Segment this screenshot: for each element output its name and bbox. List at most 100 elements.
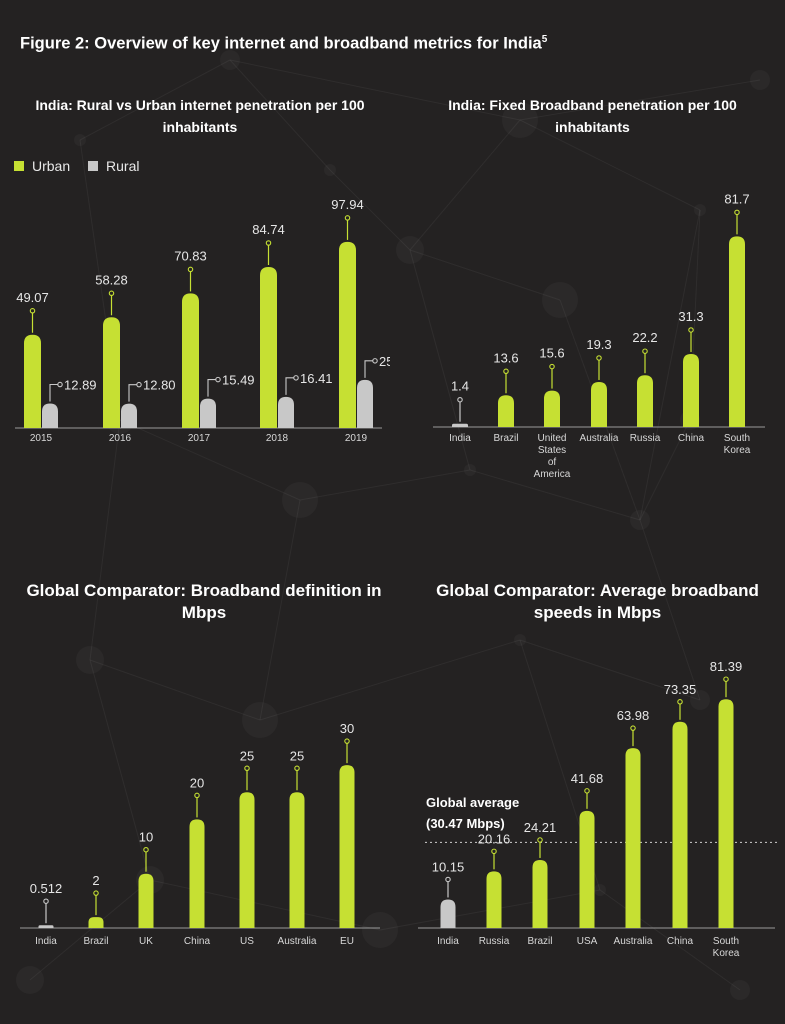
tick-label-6: South Korea (724, 433, 751, 456)
bar-rural-2019 (357, 379, 373, 428)
bar-rural-2017 (200, 398, 216, 428)
bar-australia (625, 748, 641, 928)
network-link-14 (519, 639, 701, 701)
value-label-0: 10.15 (432, 859, 465, 874)
value-label-6: 30 (340, 721, 354, 736)
value-label-rural-2019: 25.36 (379, 354, 390, 369)
value-label-0: 1.4 (451, 379, 469, 394)
network-link-4 (409, 119, 521, 251)
network-link-7 (299, 469, 471, 501)
network-link-20 (29, 879, 151, 981)
leader-rural-2017-dot (215, 376, 221, 383)
network-link-2 (519, 79, 761, 121)
network-link-16 (89, 659, 151, 881)
value-label-3: 19.3 (586, 337, 611, 352)
tick-label-1: Brazil (83, 936, 108, 947)
bar-russia (637, 375, 653, 427)
tick-label-1: Russia (479, 936, 510, 947)
tick-label-3: USA (577, 936, 598, 947)
bar-united-states-of-america (544, 390, 560, 427)
network-node-2 (396, 236, 424, 264)
network-link-8 (469, 469, 641, 521)
bar-urban-2016 (103, 317, 120, 428)
bar-india (38, 925, 54, 928)
tick-label-6: South Korea (713, 936, 740, 959)
value-label-0: 0.512 (30, 881, 63, 896)
tick-label-2015: 2015 (30, 433, 53, 444)
bar-brazil (498, 395, 514, 427)
leader-6-dot (734, 209, 740, 216)
figure-title-footnote: 5 (541, 34, 548, 45)
leader-rural-2019-dot (372, 358, 378, 364)
chart-2-title: India: Fixed Broadband penetration per 1… (448, 97, 737, 135)
network-node-10 (76, 646, 104, 674)
network-link-11 (89, 419, 121, 661)
leader-0-dot (43, 898, 49, 904)
leader-1-dot (491, 848, 497, 855)
network-link-12 (89, 659, 261, 721)
legend-swatch-urban (14, 161, 24, 172)
tick-label-5: China (667, 936, 694, 947)
value-label-rural-2018: 16.41 (300, 371, 333, 386)
leader-1-dot (93, 890, 99, 896)
global-average-title: Global average (426, 795, 520, 810)
value-label-rural-2015: 12.89 (64, 378, 97, 393)
chart-1-title: India: Rural vs Urban internet penetrati… (35, 97, 365, 135)
value-label-2: 15.6 (539, 346, 564, 361)
bar-australia (289, 792, 305, 928)
leader-2-dot (537, 837, 543, 843)
bar-china (683, 353, 699, 427)
figure-title: Figure 2: Overview of key internet and b… (20, 34, 547, 54)
tick-label-0: India (437, 936, 459, 947)
leader-rural-2018-dot (293, 375, 299, 381)
tick-label-4: US (240, 936, 254, 947)
leader-rural-2016-line (128, 384, 137, 402)
bar-russia (486, 871, 502, 928)
value-label-5: 31.3 (678, 309, 703, 324)
value-label-4: 63.98 (617, 708, 650, 723)
tick-label-5: Australia (278, 936, 317, 947)
value-label-3: 41.68 (571, 771, 604, 786)
leader-rural-2017-line (207, 379, 216, 397)
bar-india (452, 423, 468, 427)
network-link-25 (329, 169, 411, 251)
network-link-6 (119, 419, 301, 501)
network-node-7 (282, 482, 318, 518)
network-link-3 (519, 119, 701, 211)
bar-brazil (532, 859, 548, 928)
value-label-5: 73.35 (664, 682, 697, 697)
leader-urban-2015-dot (29, 308, 36, 314)
network-link-19 (599, 889, 741, 991)
bar-rural-2016 (121, 403, 137, 428)
leader-0-dot (457, 396, 463, 403)
network-link-15 (639, 519, 701, 701)
bar-urban-2019 (339, 241, 356, 428)
network-node-18 (16, 966, 44, 994)
value-label-rural-2017: 15.49 (222, 373, 255, 388)
chart-fixed-broadband: 1.4 India 13.6 Brazil 15.6 United States of Amer… (433, 191, 765, 480)
value-label-urban-2019: 97.94 (331, 197, 364, 212)
tick-label-4: Australia (614, 936, 653, 947)
chart-average-speeds: 10.15 India 20.16 Russia 24.21 Brazil 41.68 USA… (418, 659, 778, 959)
bar-south-korea (718, 699, 734, 928)
value-label-4: 25 (240, 748, 254, 763)
leader-5-dot (294, 765, 300, 772)
network-link-27 (639, 419, 691, 521)
tick-label-2: UK (139, 936, 153, 947)
value-label-urban-2018: 84.74 (252, 222, 285, 237)
network-link-22 (409, 249, 561, 301)
chart-rural-urban: 49.07 12.89 2015 58.28 12.80 2016 70.83 15.49 20… (15, 197, 390, 444)
value-label-rural-2016: 12.80 (143, 378, 176, 393)
tick-label-2: United States of America (534, 433, 571, 480)
tick-label-2019: 2019 (345, 433, 368, 444)
bar-uk (138, 873, 154, 928)
bar-australia (591, 381, 607, 427)
legend-item-rural: Rural (88, 158, 140, 174)
leader-2-dot (143, 846, 149, 853)
value-label-1: 20.16 (478, 831, 511, 846)
value-label-2: 24.21 (524, 820, 557, 835)
tick-label-6: EU (340, 936, 354, 947)
tick-label-4: Russia (630, 433, 661, 444)
bar-india (440, 899, 456, 928)
value-label-6: 81.39 (710, 659, 743, 674)
